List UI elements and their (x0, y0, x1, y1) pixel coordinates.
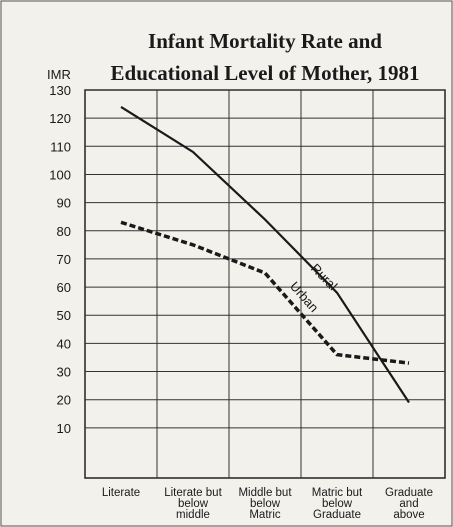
x-tick-label: above (393, 509, 424, 521)
y-tick-label: 100 (49, 167, 71, 182)
y-tick-label: 40 (57, 336, 71, 351)
x-tick-label: Literate (102, 487, 140, 499)
y-tick-label: 30 (57, 365, 71, 380)
y-tick-label: 110 (50, 139, 71, 154)
x-tick-label: and (399, 498, 418, 510)
series-line (120, 220, 410, 365)
series-line (120, 105, 410, 404)
chart-title: Infant Mortality Rate and (148, 29, 382, 53)
y-tick-label: 130 (49, 83, 71, 98)
x-tick-label: Matric but (312, 487, 363, 499)
x-tick-label: Middle but (238, 487, 292, 499)
x-tick-label: middle (176, 509, 210, 521)
x-tick-label: below (178, 498, 209, 510)
y-tick-label: 90 (57, 196, 71, 211)
y-tick-label: 50 (57, 308, 71, 323)
chart-title: Educational Level of Mother, 1981 (111, 61, 420, 85)
x-tick-label: below (250, 498, 281, 510)
x-tick-label: Graduate (385, 487, 433, 499)
x-tick-label: Graduate (313, 509, 361, 521)
y-tick-label: 10 (57, 421, 71, 436)
y-tick-label: 20 (57, 393, 71, 408)
y-tick-label: 60 (57, 280, 71, 295)
x-tick-label: below (322, 498, 353, 510)
y-tick-label: 80 (57, 224, 71, 239)
x-tick-label: Matric (249, 509, 281, 521)
y-axis-label: IMR (47, 67, 71, 82)
y-tick-label: 70 (57, 252, 71, 267)
y-tick-label: 120 (49, 111, 71, 126)
x-tick-label: Literate but (164, 487, 222, 499)
